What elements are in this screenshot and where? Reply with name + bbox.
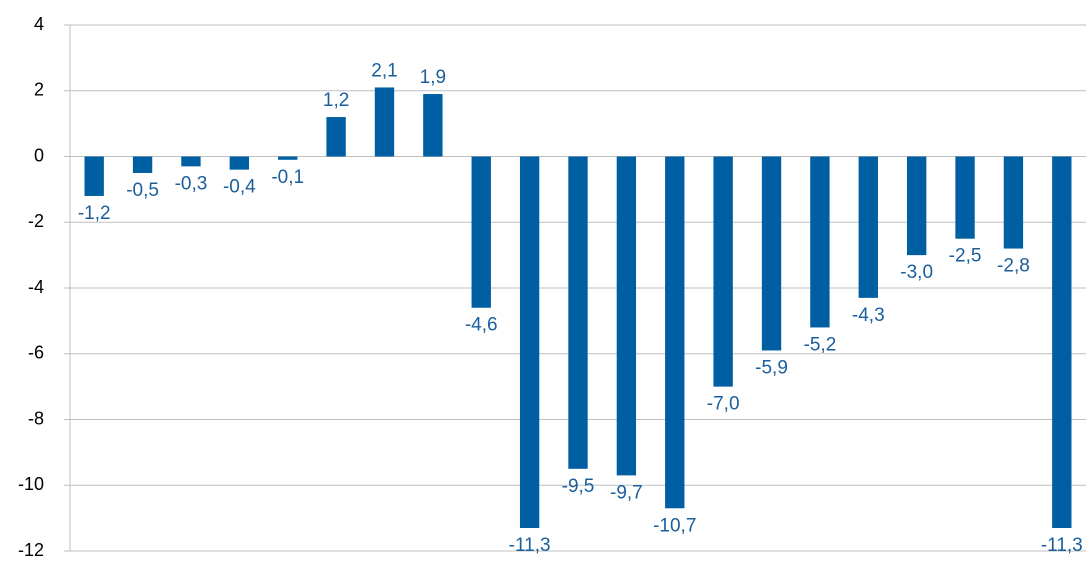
data-label: -0,4 xyxy=(223,177,256,198)
bar xyxy=(955,156,975,239)
data-label: -0,3 xyxy=(175,173,208,194)
bar xyxy=(471,156,491,308)
bar xyxy=(761,156,782,351)
data-label: -2,5 xyxy=(949,246,982,267)
y-tick-label: -8 xyxy=(28,408,44,428)
data-label: -0,1 xyxy=(271,167,304,188)
bar xyxy=(326,117,346,157)
bar xyxy=(858,156,878,298)
y-tick-label: -6 xyxy=(28,343,44,363)
data-label: -1,2 xyxy=(78,203,111,224)
data-label: -4,3 xyxy=(852,305,885,326)
bar xyxy=(278,156,298,160)
data-label: -11,3 xyxy=(509,535,551,556)
data-label: 1,9 xyxy=(420,67,446,88)
bar xyxy=(1052,156,1072,528)
data-label: -2,8 xyxy=(997,256,1030,277)
bar xyxy=(519,156,540,528)
data-label: -5,9 xyxy=(755,357,788,378)
bar xyxy=(713,156,733,387)
data-label: -9,5 xyxy=(562,476,595,497)
data-label: -7,0 xyxy=(707,394,740,415)
y-tick-label: -4 xyxy=(28,277,44,297)
bar xyxy=(810,156,830,328)
bar xyxy=(906,156,927,256)
bar xyxy=(229,156,250,170)
bar xyxy=(423,94,443,157)
bar xyxy=(374,87,395,157)
data-label: -10,7 xyxy=(653,515,696,536)
bar xyxy=(84,156,104,196)
y-tick-label: -10 xyxy=(18,474,44,494)
data-label: -4,6 xyxy=(465,315,498,336)
bar xyxy=(181,156,201,167)
data-label: -9,7 xyxy=(610,482,643,503)
y-tick-label: -2 xyxy=(28,211,44,231)
data-label: -11,3 xyxy=(1041,535,1083,556)
bar xyxy=(1003,156,1024,249)
y-tick-label: -12 xyxy=(18,540,44,560)
data-label: -5,2 xyxy=(804,334,837,355)
bar xyxy=(616,156,637,476)
data-label: 1,2 xyxy=(323,90,349,111)
data-label: -3,0 xyxy=(900,262,933,283)
bar xyxy=(132,156,153,173)
data-label: -0,5 xyxy=(126,180,159,201)
bar xyxy=(568,156,588,469)
data-label: 2,1 xyxy=(371,60,397,81)
y-tick-label: 0 xyxy=(34,145,44,165)
y-tick-label: 4 xyxy=(34,14,44,34)
y-tick-label: 2 xyxy=(34,80,44,100)
bar xyxy=(665,156,685,509)
